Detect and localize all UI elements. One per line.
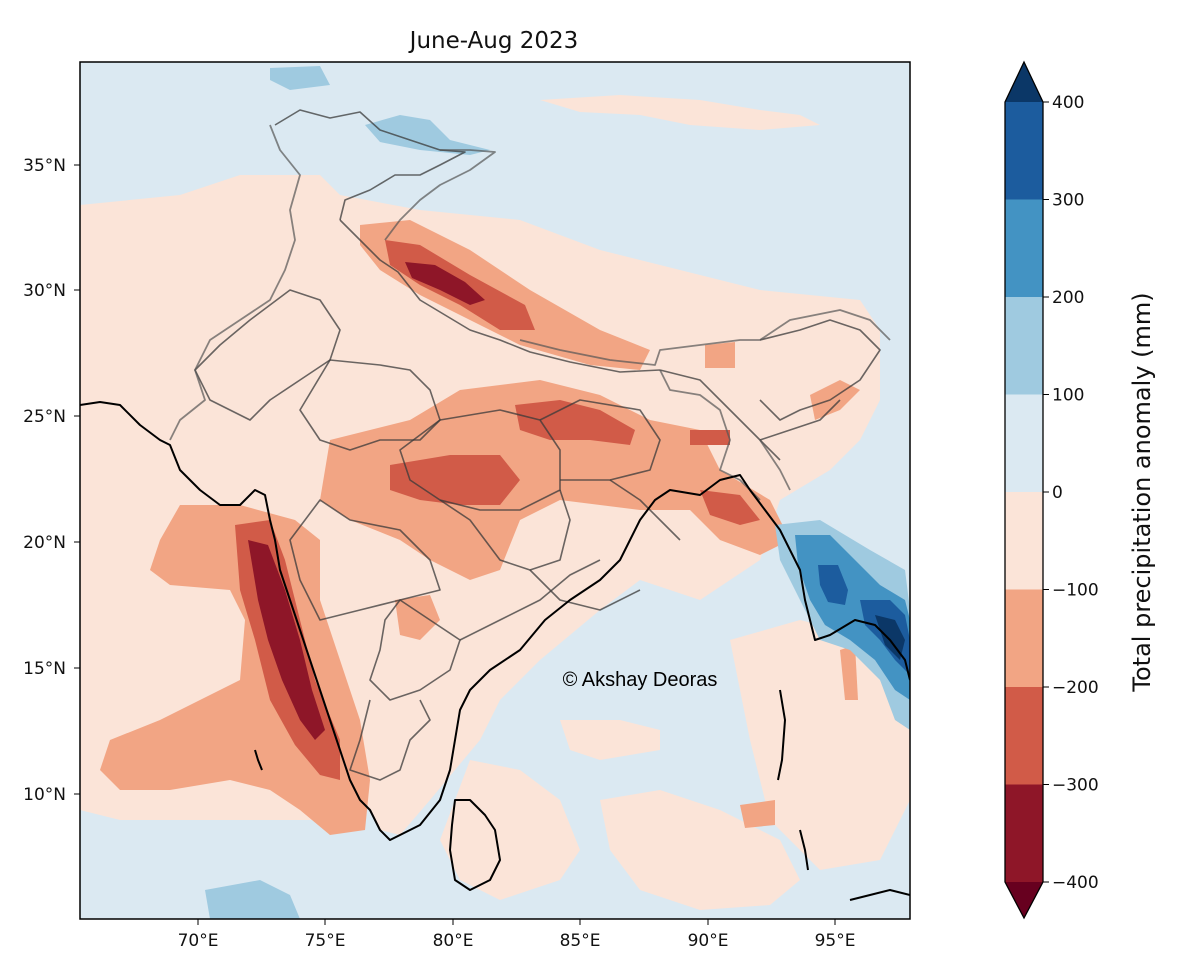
x-axis-ticks: 70°E 75°E 80°E 85°E 90°E 95°E (178, 919, 856, 951)
field-minus200-minus100-ne2 (810, 380, 860, 420)
field-minus100-0-north (540, 95, 820, 130)
colorbar-segment (1005, 199, 1043, 297)
y-axis-ticks: 35°N 30°N 25°N 20°N 15°N 10°N (23, 156, 80, 805)
y-tick-label: 15°N (23, 659, 66, 679)
colorbar-segment (1005, 589, 1043, 687)
field-100-200-kashmir (365, 115, 490, 155)
plot-frame (79, 61, 911, 920)
coastlines (80, 401, 910, 901)
y-tick-label: 25°N (23, 407, 66, 427)
y-tick-label: 20°N (23, 533, 66, 553)
colorbar-extend-top (1005, 62, 1043, 102)
field-minus100-0-bay-mid (560, 720, 660, 760)
x-tick-label: 80°E (433, 931, 474, 951)
colorbar-segment (1005, 687, 1043, 785)
credit-text: © Akshay Deoras (563, 669, 718, 691)
field-minus200-minus100-myanmar (840, 645, 858, 700)
colorbar-tick-label: 400 (1052, 93, 1084, 113)
y-tick-label: 30°N (23, 281, 66, 301)
colorbar-segment (1005, 102, 1043, 200)
colorbar-tick-label: −300 (1052, 776, 1099, 796)
field-minus200-minus100-andaman (740, 800, 775, 828)
field-minus300-minus200-bihar (515, 400, 635, 445)
colorbar-tick-label: −200 (1052, 678, 1099, 698)
field-minus200-minus100-ne (705, 342, 735, 368)
y-tick-label: 35°N (23, 156, 66, 176)
field-minus100-0-east (600, 790, 800, 910)
colorbar-tick-label: −100 (1052, 581, 1099, 601)
field-300-400-myanmar (818, 565, 848, 605)
field-minus100-0-bay (440, 760, 580, 900)
field-minus200-minus100-central (320, 380, 790, 580)
international-boundaries (169, 124, 891, 501)
field-100-200-south (205, 880, 300, 919)
field-100-200-north (270, 66, 330, 90)
x-tick-label: 75°E (305, 931, 346, 951)
field-minus400-minus300-westghats (248, 540, 325, 740)
field-minus300-minus200-ne (690, 430, 730, 445)
colorbar-segment (1005, 394, 1043, 492)
field-minus400-minus300-uk (405, 262, 485, 305)
y-tick-label: 10°N (23, 785, 66, 805)
colorbar-segment (1005, 492, 1043, 590)
colorbar-tick-label: 100 (1052, 386, 1084, 406)
field-minus300-minus200-wb (700, 490, 760, 525)
state-boundaries (194, 109, 881, 781)
colorbar-extend-bottom (1005, 882, 1043, 918)
colorbar: 400 300 200 100 0 −100 −200 −300 −400 To… (1004, 60, 1156, 920)
colorbar-segment (1005, 784, 1043, 882)
field-minus200-minus100-deccan (395, 595, 440, 640)
map-title: June-Aug 2023 (408, 28, 579, 54)
field-minus300-minus200-mp (390, 455, 520, 505)
x-tick-label: 95°E (815, 931, 856, 951)
colorbar-label: Total precipitation anomaly (mm) (1128, 292, 1156, 692)
x-tick-label: 85°E (560, 931, 601, 951)
x-tick-label: 70°E (178, 931, 219, 951)
colorbar-tick-label: 200 (1052, 288, 1084, 308)
colorbar-tick-label: −400 (1052, 873, 1099, 893)
colorbar-tick-label: 300 (1052, 191, 1084, 211)
colorbar-segment (1005, 297, 1043, 395)
x-tick-label: 90°E (688, 931, 729, 951)
anomaly-field (80, 62, 910, 919)
colorbar-tick-label: 0 (1052, 483, 1063, 503)
